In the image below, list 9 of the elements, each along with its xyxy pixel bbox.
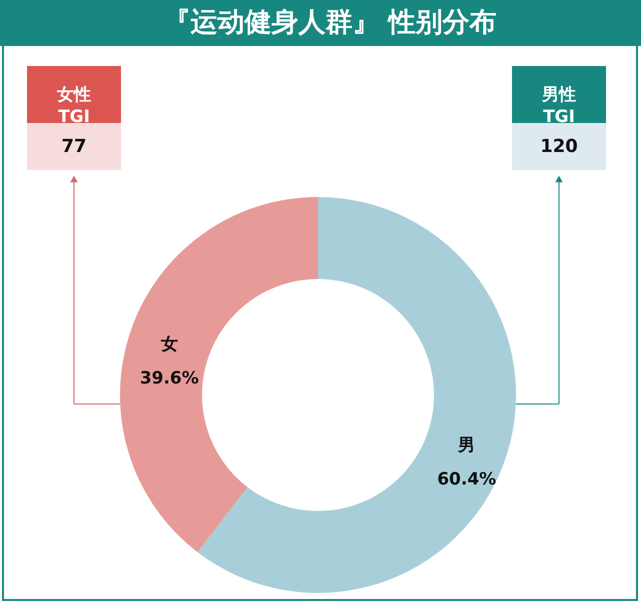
data-label: 60.4%	[437, 469, 496, 490]
text: 120	[540, 136, 578, 157]
text: 77	[61, 136, 87, 157]
text: 男性 TGI	[541, 85, 576, 127]
slice-label: 女	[160, 334, 178, 355]
chart-title: 『运动健身人群』 性别分布	[163, 7, 497, 38]
data-label: 39.6%	[140, 368, 199, 389]
slice-label: 男	[457, 435, 476, 456]
text: 女性 TGI	[56, 85, 91, 127]
